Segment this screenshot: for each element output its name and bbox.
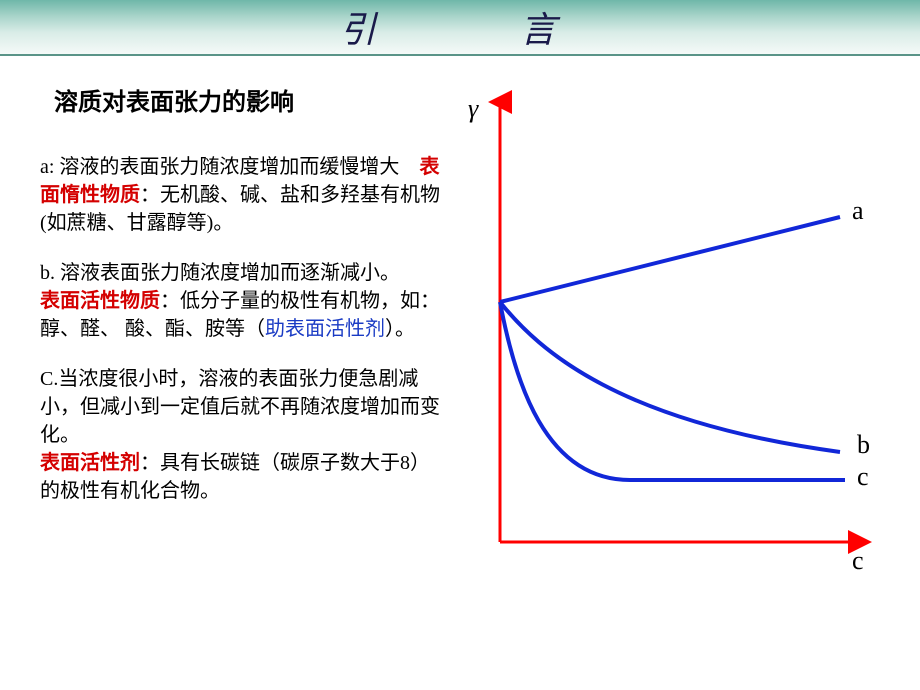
paragraph-b: b. 溶液表面张力随浓度增加而逐渐减小。 表面活性物质：低分子量的极性有机物，如… <box>40 259 440 343</box>
para-b-term: 表面活性物质 <box>40 290 160 312</box>
surface-tension-chart <box>460 82 890 582</box>
para-b-pre: b. 溶液表面张力随浓度增加而逐渐减小。 <box>40 262 400 284</box>
paragraph-c: C.当浓度很小时，溶液的表面张力便急剧减小，但减小到一定值后就不再随浓度增加而变… <box>40 365 440 505</box>
curve-c-label: c <box>857 462 869 492</box>
chart-area: γ a b c c <box>460 82 880 602</box>
curve-b <box>500 302 840 452</box>
slide-header: 引 言 <box>0 0 920 56</box>
curve-c <box>500 302 845 480</box>
para-b-blue: 助表面活性剂 <box>265 318 385 340</box>
para-a-pre: a: 溶液的表面张力随浓度增加而缓慢增大 <box>40 156 419 178</box>
section-subtitle: 溶质对表面张力的影响 <box>54 82 440 117</box>
slide-title: 引 言 <box>340 1 580 53</box>
slide-content: 溶质对表面张力的影响 a: 溶液的表面张力随浓度增加而缓慢增大 表面惰性物质：无… <box>0 56 920 612</box>
y-axis-label: γ <box>468 94 478 124</box>
para-b-post: ）。 <box>385 318 415 340</box>
curve-a <box>500 217 840 302</box>
text-column: 溶质对表面张力的影响 a: 溶液的表面张力随浓度增加而缓慢增大 表面惰性物质：无… <box>40 82 440 602</box>
x-axis-label: c <box>852 546 864 576</box>
paragraph-a: a: 溶液的表面张力随浓度增加而缓慢增大 表面惰性物质：无机酸、碱、盐和多羟基有… <box>40 153 440 237</box>
para-c-term: 表面活性剂 <box>40 452 140 474</box>
curve-b-label: b <box>857 430 870 460</box>
curve-a-label: a <box>852 196 864 226</box>
para-c-pre: C.当浓度很小时，溶液的表面张力便急剧减小，但减小到一定值后就不再随浓度增加而变… <box>40 368 440 446</box>
